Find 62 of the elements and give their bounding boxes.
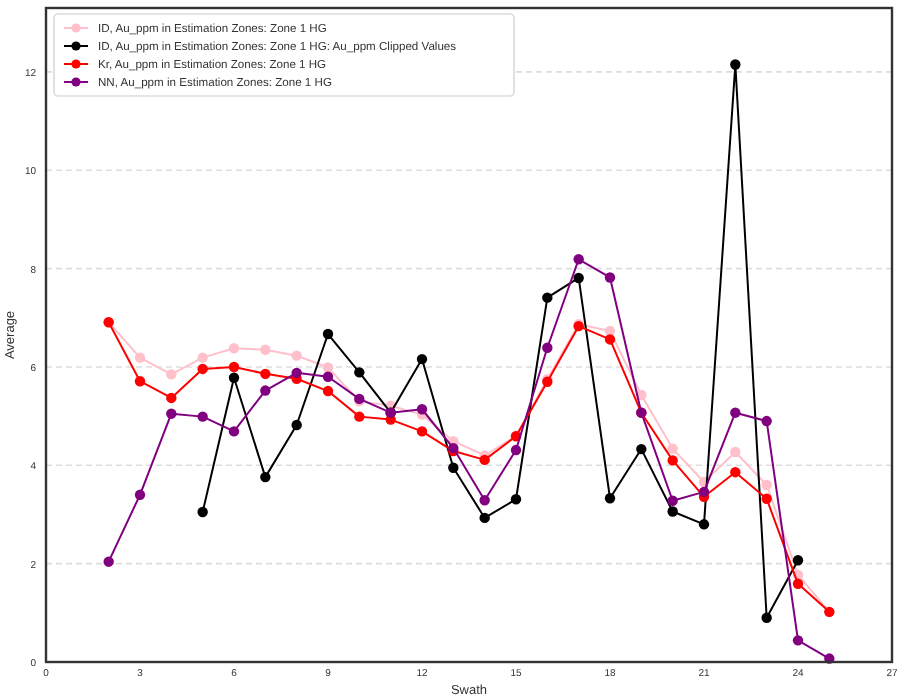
point [542,342,553,353]
point [792,578,804,590]
point [354,411,365,422]
point [604,334,616,345]
point [604,272,616,283]
point [260,471,271,483]
point [730,446,741,458]
point [761,415,772,427]
point [416,426,428,437]
point [730,466,741,478]
point [510,444,522,456]
point [761,479,772,491]
point [667,455,678,466]
point [134,352,146,363]
point [698,519,710,530]
point [792,635,804,646]
point [103,556,114,567]
point [354,367,365,378]
point [197,352,208,363]
point [260,344,271,355]
point [228,343,240,354]
point [604,493,616,504]
point [761,612,772,623]
point [479,512,490,524]
point [322,362,334,373]
point [667,443,678,454]
point [479,454,490,466]
point [228,372,240,383]
point [573,254,584,265]
point [479,495,490,506]
point [667,495,678,506]
point [322,328,334,340]
point [416,404,428,415]
point [166,408,177,419]
point [636,443,647,455]
point [542,292,553,303]
point [448,462,459,473]
point [134,489,146,501]
point [166,369,177,380]
point [416,353,428,365]
point [166,392,177,404]
point [698,486,710,498]
point [730,59,741,70]
point [134,376,146,387]
point [260,368,271,380]
point [197,363,208,375]
point [322,371,334,382]
point [322,385,334,397]
point [291,350,302,361]
point [197,411,208,422]
point [260,385,271,396]
point [291,367,302,379]
point [510,494,522,505]
point [792,555,804,566]
point [291,419,302,431]
point [228,426,240,437]
point [730,407,741,418]
point [667,506,678,517]
point [228,361,240,373]
point [573,272,584,284]
point [761,493,772,504]
point [197,506,208,518]
